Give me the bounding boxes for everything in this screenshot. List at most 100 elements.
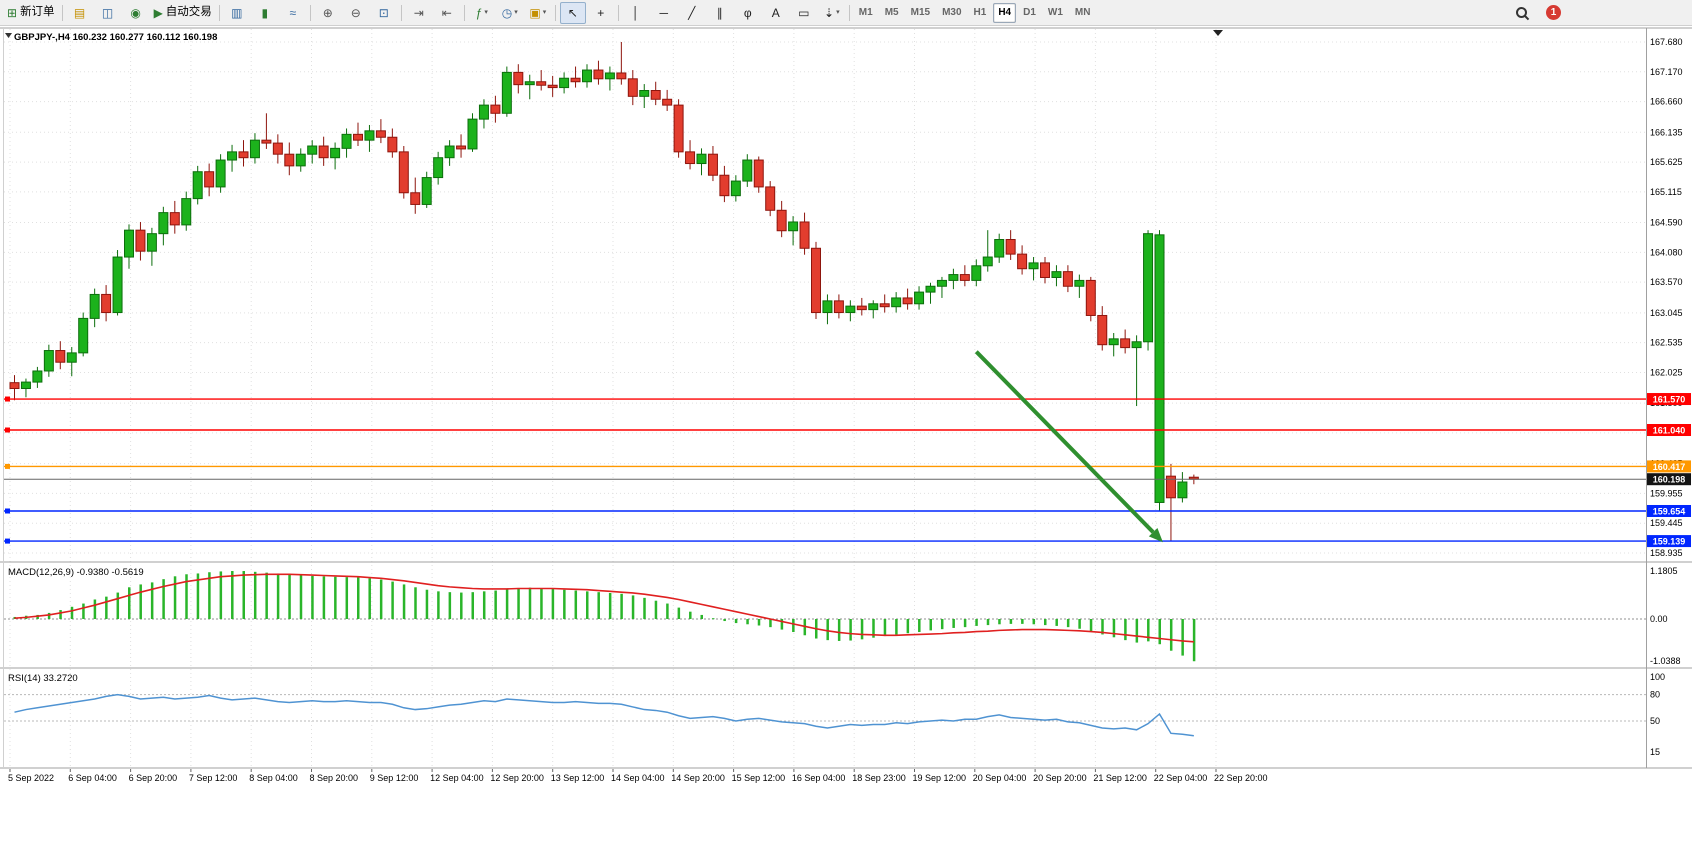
arrows-button[interactable]: ⇣ ▾ xyxy=(819,2,845,24)
macd-histogram-bar xyxy=(196,573,200,619)
notification-badge[interactable]: 1 xyxy=(1546,5,1561,20)
market-watch-button[interactable]: ▤ xyxy=(67,2,93,24)
chart-area[interactable]: 167.680 167.170 166.660 166.135 165.625 165.1… xyxy=(0,27,1692,784)
zoom-out-button[interactable]: ⊖ xyxy=(343,2,369,24)
trendline-button[interactable]: ╱ xyxy=(679,2,705,24)
candle-body xyxy=(1062,271,1073,287)
hline-anchor[interactable] xyxy=(5,508,10,514)
text-label-icon: ▭ xyxy=(798,5,810,20)
indicators-button-dropdown-icon[interactable]: ▾ xyxy=(484,9,488,16)
candle-body xyxy=(730,180,741,197)
fibonacci-button[interactable]: φ xyxy=(735,2,761,24)
candle-body xyxy=(914,291,925,305)
macd-histogram-bar xyxy=(631,595,635,619)
indicators-icon: ƒ xyxy=(475,5,483,20)
hline-anchor[interactable] xyxy=(5,538,10,544)
search-button[interactable] xyxy=(1509,2,1535,24)
macd-histogram-bar xyxy=(437,591,440,619)
candle-body xyxy=(20,381,31,390)
chart-shift-button[interactable]: ⇤ xyxy=(434,2,460,24)
time-scale[interactable] xyxy=(4,768,1646,784)
timeframe-m30[interactable]: M30 xyxy=(942,7,962,18)
timeframe-m5[interactable]: M5 xyxy=(884,7,899,18)
candle-body xyxy=(650,90,661,100)
hline-anchor[interactable] xyxy=(5,396,10,402)
ohlc-toggle-icon[interactable] xyxy=(5,33,12,38)
hline-anchor[interactable] xyxy=(5,463,10,469)
hline-anchor[interactable] xyxy=(5,427,10,433)
timeframe-m1[interactable]: M1 xyxy=(858,7,873,18)
periods-button[interactable]: ◷ ▾ xyxy=(497,2,523,24)
chart-dropdown-icon[interactable] xyxy=(1213,30,1223,36)
new-order-button[interactable]: ⊞ 新订单 xyxy=(4,2,58,24)
macd-histogram-bar xyxy=(379,579,383,619)
timeframe-m15[interactable]: M15 xyxy=(910,7,931,18)
indicators-button[interactable]: ƒ ▾ xyxy=(469,2,495,24)
candle-body xyxy=(249,139,260,159)
time-scale-label: 6 Sep 04:00 xyxy=(68,773,117,783)
macd-histogram-bar xyxy=(723,619,726,622)
templates-button[interactable]: ▣ ▾ xyxy=(525,2,551,24)
tile-windows-button[interactable]: ⊡ xyxy=(371,2,397,24)
trend-arrow-head xyxy=(1148,527,1163,543)
macd-histogram-bar xyxy=(276,573,280,619)
candlestick-chart-button[interactable]: ▮ xyxy=(252,2,278,24)
toolbar-separator xyxy=(309,4,311,21)
rsi-line xyxy=(14,693,1194,737)
arrows-button-dropdown-icon[interactable]: ▾ xyxy=(836,9,840,16)
macd-histogram-bar xyxy=(1066,619,1070,628)
vertical-line-button[interactable]: │ xyxy=(623,2,649,24)
candle-body xyxy=(330,147,341,159)
macd-histogram-bar xyxy=(826,619,829,641)
candle-body xyxy=(959,274,970,281)
candle-body xyxy=(364,130,375,141)
price-scale-label: 163.045 xyxy=(1650,308,1683,318)
horizontal-line-button[interactable]: ─ xyxy=(651,2,677,24)
templates-button-dropdown-icon[interactable]: ▾ xyxy=(542,9,547,16)
macd-histogram-bar xyxy=(173,576,177,619)
macd-histogram-bar xyxy=(59,610,62,619)
navigator-button[interactable]: ◉ xyxy=(123,2,149,24)
timeframe-w1[interactable]: W1 xyxy=(1047,7,1063,18)
periods-button-dropdown-icon[interactable]: ▾ xyxy=(514,9,518,16)
price-scale-label: 162.535 xyxy=(1650,338,1683,348)
cursor-button[interactable]: ↖ xyxy=(559,1,586,24)
macd-histogram-bar xyxy=(792,619,795,633)
text-button[interactable]: A xyxy=(763,2,789,24)
line-chart-icon: ≈ xyxy=(289,5,297,20)
trend-arrow-object[interactable] xyxy=(974,350,1155,534)
equidistant-channel-button[interactable]: ∥ xyxy=(707,2,733,24)
toolbar-group-panels: ▤ ◫ ◉ ▶ 自动交易 xyxy=(66,2,216,24)
crosshair-button[interactable]: + xyxy=(588,2,614,24)
macd-histogram-bar xyxy=(872,619,875,638)
candle-body xyxy=(1028,262,1039,270)
price-scale-label: 166.135 xyxy=(1650,127,1683,137)
candle-body xyxy=(925,285,936,293)
bar-chart-button[interactable]: ▥ xyxy=(224,2,250,24)
market-watch-icon: ▤ xyxy=(73,5,86,20)
time-scale-label: 6 Sep 20:00 xyxy=(129,773,178,783)
autotrading-button[interactable]: ▶ 自动交易 xyxy=(151,2,215,24)
macd-histogram-bar xyxy=(769,619,772,628)
timeframe-d1[interactable]: D1 xyxy=(1023,7,1036,18)
macd-histogram-bar xyxy=(219,571,223,619)
price-scale[interactable] xyxy=(1647,28,1691,769)
auto-scroll-button[interactable]: ⇥ xyxy=(406,2,432,24)
line-chart-button[interactable]: ≈ xyxy=(280,2,306,24)
zoom-in-button[interactable]: ⊕ xyxy=(315,2,341,24)
candle-body xyxy=(788,221,799,232)
timeframe-mn[interactable]: MN xyxy=(1074,7,1091,18)
macd-histogram-bar xyxy=(918,619,921,633)
chart-title: GBPJPY-,H4 160.232 160.277 160.112 160.1… xyxy=(14,32,217,43)
candle-body xyxy=(456,145,467,150)
toolbar-separator xyxy=(463,4,465,21)
candle-body xyxy=(982,256,993,267)
price-badge-label: 159.139 xyxy=(1653,537,1686,547)
timeframe-h4[interactable]: H4 xyxy=(993,2,1017,23)
candle-body xyxy=(158,212,169,235)
timeframe-h1[interactable]: H1 xyxy=(973,7,987,18)
text-label-button[interactable]: ▭ xyxy=(791,2,817,24)
candle-body xyxy=(1051,271,1062,278)
data-window-button[interactable]: ◫ xyxy=(95,2,121,24)
macd-histogram-bar xyxy=(986,619,990,626)
